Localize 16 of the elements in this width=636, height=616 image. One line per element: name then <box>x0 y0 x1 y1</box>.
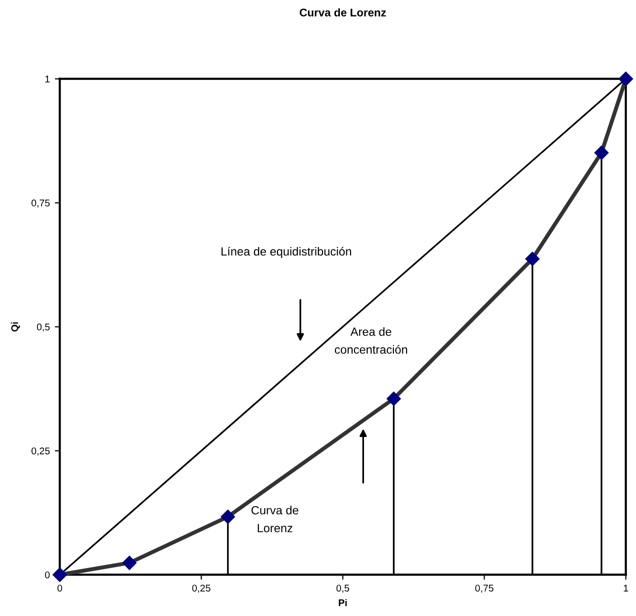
annotation: Area de concentración <box>334 327 408 354</box>
x-tick-label: 1 <box>624 584 628 592</box>
y-tick-label: 0,75 <box>32 200 50 208</box>
x-tick-label: 0,75 <box>475 584 494 593</box>
y-tick-label: 0 <box>45 571 50 578</box>
y-axis-title: Qi <box>10 322 20 332</box>
x-tick-label: 0 <box>57 584 62 592</box>
x-axis-title: Pi <box>338 599 347 606</box>
y-tick-label: 0,5 <box>36 324 50 332</box>
annotation: Curva de Lorenz <box>252 506 298 532</box>
chart-title: Curva de Lorenz <box>300 8 386 16</box>
y-tick-label: 0,25 <box>32 447 50 456</box>
annotation: Línea de equidistribución <box>222 246 352 258</box>
x-tick-label: 0,25 <box>192 584 210 593</box>
y-tick-label: 1 <box>45 76 50 82</box>
x-tick-label: 0,5 <box>336 584 350 593</box>
